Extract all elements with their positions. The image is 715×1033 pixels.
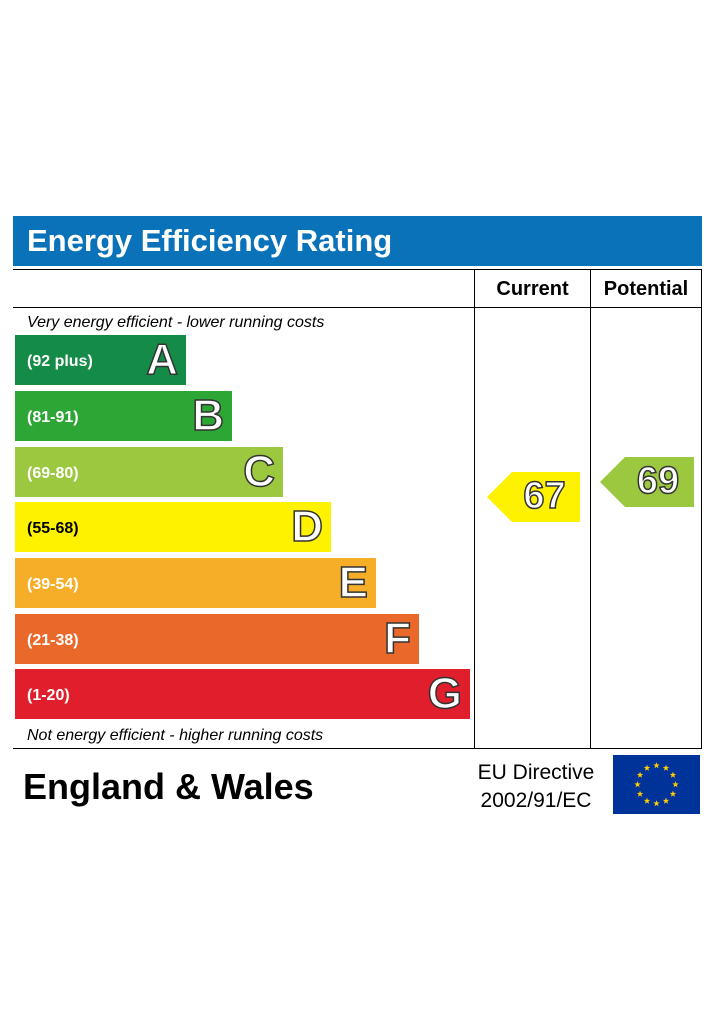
band-letter: C xyxy=(242,446,275,497)
potential-arrow-shape xyxy=(600,457,694,507)
band-e: (39-54) E xyxy=(15,557,376,608)
potential-rating-value: 69 xyxy=(636,459,680,503)
potential-column-header: Potential xyxy=(603,278,689,300)
star-icon xyxy=(669,771,677,778)
star-icon xyxy=(653,800,660,807)
band-b: (81-91) B xyxy=(15,390,232,441)
header-row-border xyxy=(13,307,702,308)
region-label: England & Wales xyxy=(23,766,314,807)
star-icon xyxy=(662,764,670,771)
band-range-label: (39-54) xyxy=(27,576,79,593)
current-rating-value: 67 xyxy=(523,474,567,518)
current-arrow-shape xyxy=(487,472,580,522)
band-letter: E xyxy=(338,557,369,608)
table-top-border xyxy=(13,269,702,270)
band-g: (1-20) G xyxy=(15,668,470,719)
potential-rating-arrow: 69 xyxy=(600,457,694,507)
band-f: (21-38) F xyxy=(15,613,419,664)
top-note: Very energy efficient - lower running co… xyxy=(27,314,325,331)
star-icon xyxy=(634,781,641,788)
current-column-divider xyxy=(474,269,475,749)
directive-line-1: EU Directive xyxy=(477,761,595,784)
table-bottom-border xyxy=(13,748,702,749)
star-icon xyxy=(669,790,677,797)
band-range-label: (92 plus) xyxy=(27,353,93,370)
star-icon xyxy=(662,797,670,804)
bottom-note: Not energy efficient - higher running co… xyxy=(27,727,324,744)
band-a: (92 plus) A xyxy=(15,334,186,385)
current-column-header: Current xyxy=(496,278,569,300)
band-letter: A xyxy=(145,334,178,385)
band-letter: G xyxy=(427,668,463,719)
band-range-label: (81-91) xyxy=(27,409,79,426)
star-icon xyxy=(643,797,651,804)
star-icon xyxy=(653,762,660,769)
star-icon xyxy=(636,790,644,797)
band-letter: F xyxy=(383,613,411,664)
band-range-label: (55-68) xyxy=(27,520,79,537)
star-icon xyxy=(636,771,644,778)
table-right-border xyxy=(701,269,702,749)
band-letter: D xyxy=(290,501,323,552)
eu-flag-icon xyxy=(613,755,700,814)
band-range-label: (1-20) xyxy=(27,687,70,704)
band-letter: B xyxy=(191,390,224,441)
star-icon xyxy=(643,764,651,771)
band-d: (55-68) D xyxy=(15,501,331,552)
band-range-label: (69-80) xyxy=(27,465,79,482)
potential-column-divider xyxy=(590,269,591,749)
current-rating-arrow: 67 xyxy=(487,472,580,522)
directive-line-2: 2002/91/EC xyxy=(480,789,592,812)
chart-title: Energy Efficiency Rating xyxy=(13,216,702,266)
band-range-label: (21-38) xyxy=(27,632,79,649)
band-c: (69-80) C xyxy=(15,446,283,497)
star-icon xyxy=(672,781,679,788)
